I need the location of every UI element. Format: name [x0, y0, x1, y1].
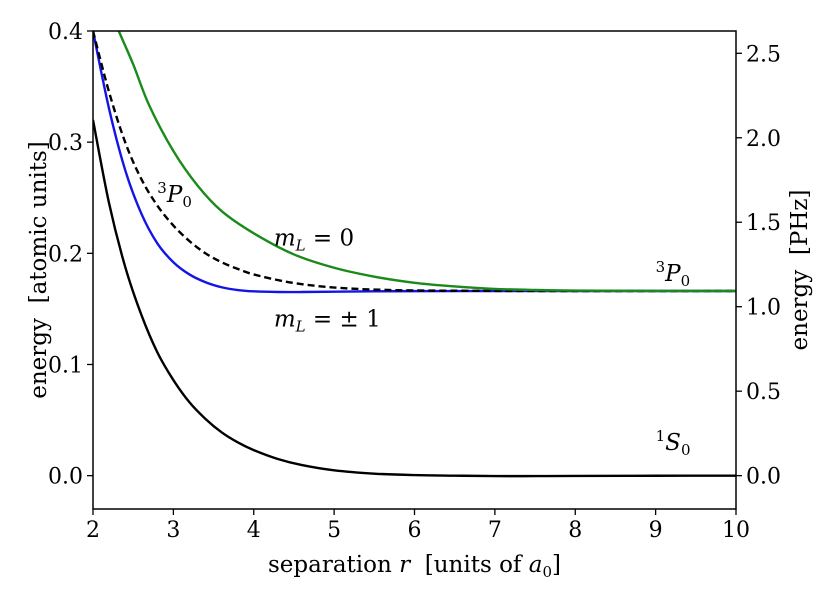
x-tick-label: 6: [408, 518, 422, 543]
y-tick-label-left: 0.0: [48, 465, 83, 490]
series-line-0: [93, 119, 736, 478]
y-tick-label-right: 0.0: [746, 465, 781, 490]
x-tick-label: 2: [86, 518, 100, 543]
y-tick-label-left: 0.2: [48, 242, 83, 267]
y-tick-label-right: 2.0: [746, 127, 781, 152]
y-tick-label-right: 1.5: [746, 211, 781, 236]
annotation-s0: 1S0: [656, 427, 691, 459]
y-tick-label-right: 0.5: [746, 380, 781, 405]
series-line-3: [117, 31, 736, 293]
x-tick-label: 3: [166, 518, 180, 543]
annotation-p0_left: 3P0: [157, 179, 192, 211]
annotations-layer: 3P0 mL = 0 3P0 mL = ± 1 1S0: [157, 179, 690, 459]
ticks-layer: 2 3 4 5 6 7 8 9 10 0.0 0.1 0.2 0.3 0.4 0.0 0.5 1.0 1.5 2.0…: [48, 20, 781, 543]
y-tick-label-left: 0.4: [48, 20, 83, 45]
y-tick-label-left: 0.3: [48, 131, 83, 156]
series-line-2: [93, 31, 736, 293]
x-axis-label: separation r [units of a0]: [268, 552, 561, 581]
y-axis-label-left: energy [atomic units]: [26, 141, 52, 399]
y-tick-label-right: 2.5: [746, 42, 781, 67]
x-tick-label: 10: [722, 518, 750, 543]
annotation-ml0: mL = 0: [274, 226, 354, 255]
x-tick-label: 9: [649, 518, 663, 543]
y-tick-label-right: 1.0: [746, 296, 781, 321]
x-tick-label: 5: [327, 518, 341, 543]
plot-frame: [92, 30, 737, 510]
x-tick-label: 4: [247, 518, 261, 543]
x-tick-label: 7: [488, 518, 502, 543]
annotation-ml1: mL = ± 1: [274, 307, 381, 336]
curves-layer: [93, 31, 736, 478]
y-tick-label-left: 0.1: [48, 353, 83, 378]
series-line-1: [93, 31, 736, 294]
x-tick-label: 8: [568, 518, 582, 543]
annotation-p0_right: 3P0: [656, 258, 691, 290]
y-axis-label-right: energy [PHz]: [787, 190, 813, 351]
